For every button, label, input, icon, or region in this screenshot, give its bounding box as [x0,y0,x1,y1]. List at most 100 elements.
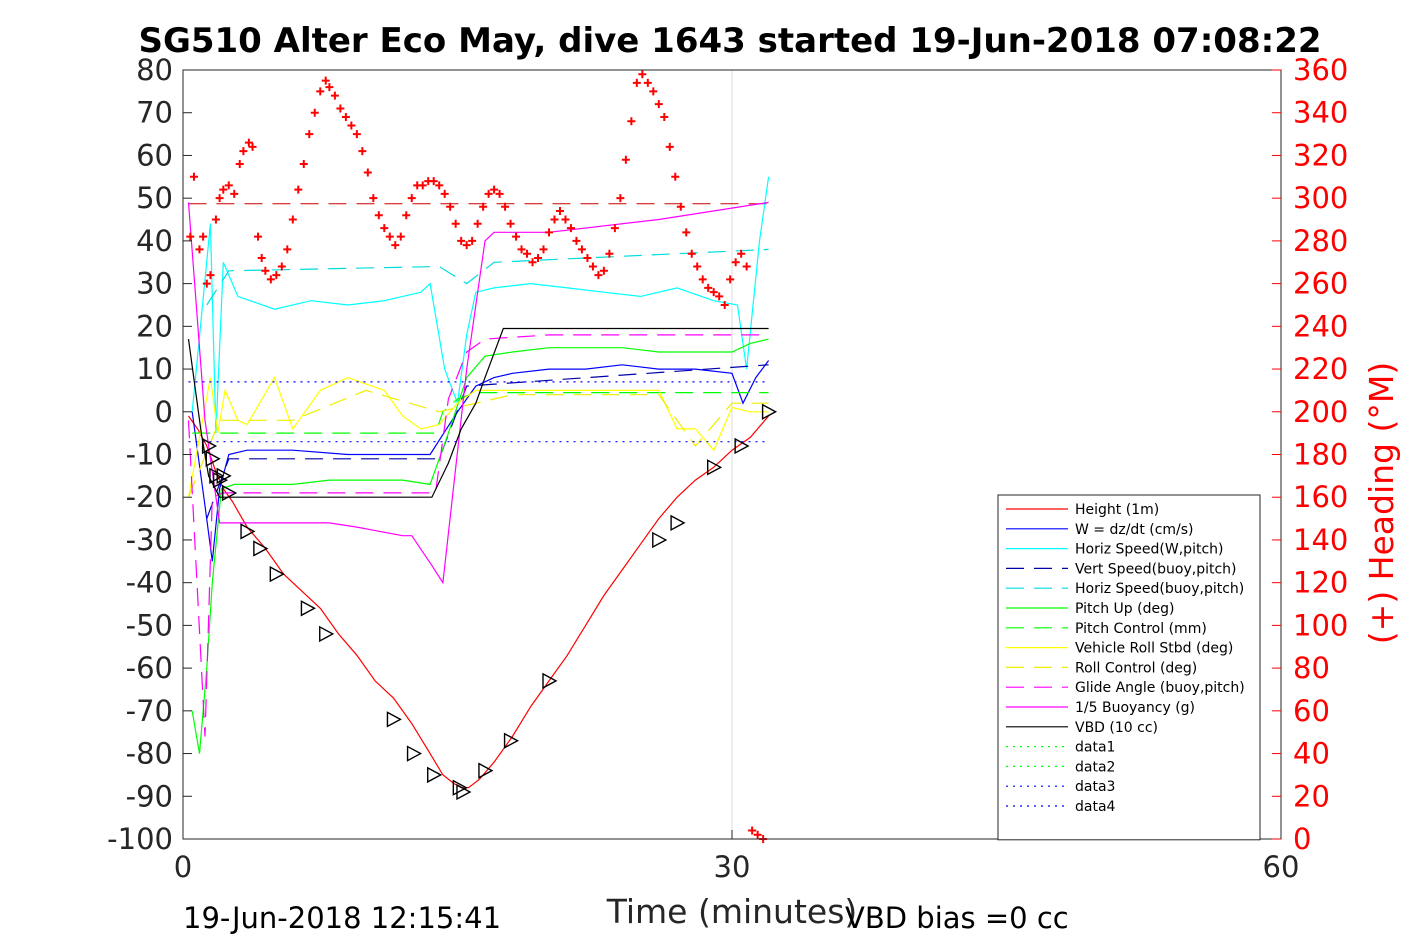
heading-point [189,172,198,181]
heading-point [583,253,592,262]
heading-point [325,83,334,92]
footer-timestamp: 19-Jun-2018 12:15:41 [183,901,501,935]
heading-point [720,300,729,309]
heading-point [468,236,477,245]
height-marker [456,783,472,801]
heading-point [288,215,297,224]
heading-point [235,159,244,168]
height-marker [212,471,229,489]
left-tick-label: 40 [136,224,173,258]
heading-point [374,211,383,220]
heading-point [550,215,559,224]
legend-entry: Pitch Up (deg) [1075,601,1174,617]
heading-point [202,279,211,288]
heading-point [272,271,281,280]
x-tick-label: 30 [714,850,751,884]
heading-point [429,177,438,186]
heading-point [305,130,314,139]
heading-point [462,241,471,250]
right-tick-label: 160 [1293,480,1348,514]
left-tick-label: 50 [136,181,173,215]
right-tick-label: 220 [1293,352,1348,386]
heading-point [698,275,707,284]
heading-point [627,117,636,126]
heading-point [186,232,195,241]
legend: Height (1m) W = dz/dt (cm/s) Horiz Speed(W… [997,494,1261,841]
legend-entry: Horiz Speed(buoy,pitch) [1075,581,1244,597]
legend-entry: Vehicle Roll Stbd (deg) [1075,641,1233,657]
heading-point [391,241,400,250]
heading-point [555,206,564,215]
height-marker [707,459,723,476]
legend-entry: data2 [1075,759,1115,775]
left-tick-label: -60 [126,651,173,685]
height-marker [761,403,778,420]
heading-point [261,266,270,275]
height-marker [734,437,750,455]
heading-point [330,91,339,100]
height-marker [652,531,668,549]
heading-point [753,830,762,839]
heading-point [610,224,619,233]
heading-point [528,258,537,267]
heading-point [219,185,228,194]
heading-point [363,168,372,177]
heading-point [649,87,658,96]
heading-point [643,78,652,87]
legend-entry: 1/5 Buoyancy (g) [1075,700,1195,716]
heading-point [310,108,319,117]
right-tick-label: 240 [1293,309,1348,343]
heading-point [385,232,394,241]
right-tick-label: 120 [1293,566,1348,600]
height-marker [209,467,225,485]
heading-point [731,258,740,267]
height-marker [201,437,218,455]
legend-entry: Roll Control (deg) [1075,660,1197,676]
heading-point [358,147,367,156]
height-marker [240,523,256,540]
heading-point [704,283,713,292]
series-line-2 [191,176,770,434]
legend-entry: Height (1m) [1075,502,1159,518]
x-axis-label: Time (minutes) [606,892,858,931]
heading-point [506,219,515,228]
heading-point [407,194,416,203]
heading-point [534,253,543,262]
heading-point [446,202,455,211]
right-tick-label: 300 [1293,181,1348,215]
right-tick-label: 340 [1293,96,1348,130]
heading-point [257,253,266,262]
left-tick-label: 70 [136,96,173,130]
heading-point [605,249,614,258]
heading-point [321,76,330,85]
heading-point [638,70,647,79]
heading-point [687,249,696,258]
heading-point [523,249,532,258]
left-tick-label: -50 [126,608,173,642]
height-marker [427,766,443,784]
heading-point [457,236,466,245]
heading-point [748,826,757,835]
height-marker [406,745,423,762]
heading-point [277,262,286,271]
heading-point [495,189,504,198]
legend-entry: VBD (10 cc) [1075,720,1158,736]
heading-point [380,224,389,233]
height-marker [216,467,232,485]
chart-title: SG510 Alter Eco May, dive 1643 started 1… [138,21,1321,61]
heading-point [266,275,275,284]
heading-point [594,271,603,280]
right-tick-label: 280 [1293,224,1348,258]
heading-point [473,219,482,228]
legend-entry: Pitch Control (mm) [1075,621,1207,637]
heading-point [248,142,257,151]
heading-point [254,232,263,241]
heading-point [517,245,526,254]
heading-point [561,215,570,224]
heading-point [599,266,608,275]
left-tick-label: -80 [126,737,173,771]
heading-point [239,147,248,156]
heading-point [693,262,702,271]
height-marker [205,450,221,467]
